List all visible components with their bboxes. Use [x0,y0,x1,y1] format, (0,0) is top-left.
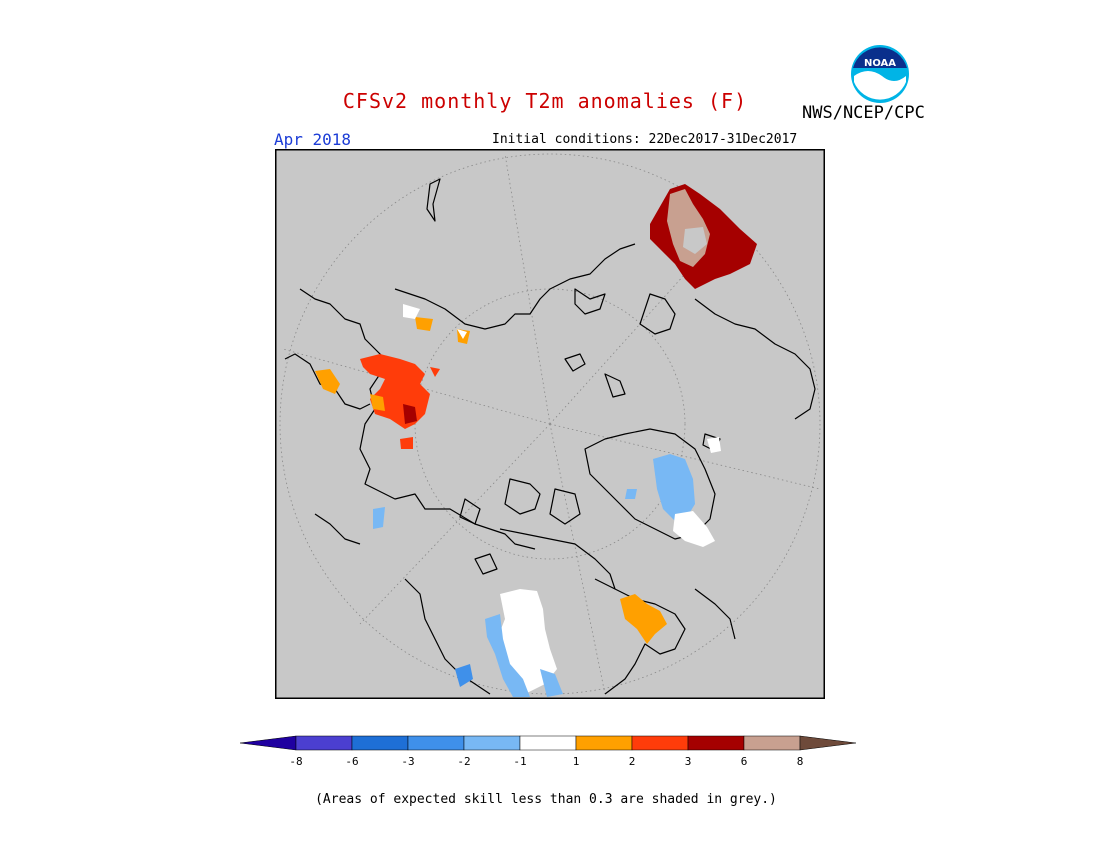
neutral-anomaly-greenland [673,511,715,547]
organization-label: NWS/NCEP/CPC [802,103,925,123]
cool-anomaly-1-b [540,669,563,697]
chart-title: CFSv2 monthly T2m anomalies (F) [342,89,748,113]
cool-anomaly-2 [455,664,473,687]
legend-tick-label: -3 [401,755,414,768]
warm-anomaly-2-b [370,394,385,411]
valid-month-label: Apr 2018 [274,130,352,149]
warm-anomaly-2-c [415,317,433,331]
warm-anomaly-2-canada [620,594,667,644]
legend-swatch [519,735,577,751]
legend-tick-label: -8 [289,755,302,768]
cool-anomaly-1 [653,454,695,521]
neutral-anomaly-iceland [707,437,721,453]
noaa-logo: NOAA [850,44,910,104]
skill-footnote: (Areas of expected skill less than 0.3 a… [315,792,777,807]
legend-tick-label: 1 [573,755,580,768]
svg-text:NOAA: NOAA [864,58,896,69]
color-legend: -8 -6 -3 -2 -1 1 2 3 6 8 [240,735,857,768]
initial-conditions-label: Initial conditions: 22Dec2017-31Dec2017 [492,132,798,147]
cool-anomaly-1-c [373,507,385,529]
anomaly-regions [315,184,757,697]
warm-anomaly-3-east [430,367,440,377]
legend-tick-label: 8 [797,755,804,768]
map-frame [275,149,825,699]
legend-tick-label: 6 [741,755,748,768]
neutral-anomaly [683,227,707,254]
legend-swatch [351,735,409,751]
warm-anomaly-2 [315,369,340,394]
legend-swatch [240,735,297,751]
polar-map [275,149,825,699]
cool-anomaly-1-d [625,489,637,499]
cool-anomaly-1-alaska [485,614,530,697]
neutral-anomaly-c [457,329,467,339]
legend-tick-label: 3 [685,755,692,768]
legend-swatch [799,735,857,751]
legend-swatch [631,735,689,751]
legend-swatch [407,735,465,751]
legend-tick-label: 2 [629,755,636,768]
legend-tick-label: -1 [513,755,526,768]
legend-swatch [687,735,745,751]
warm-anomaly-3-small [400,437,413,449]
warm-anomaly-6-europe [403,404,417,424]
legend-swatch [575,735,633,751]
legend-tick-label: -6 [345,755,358,768]
legend-swatch [743,735,801,751]
legend-swatch [295,735,353,751]
legend-tick-label: -2 [457,755,470,768]
neutral-anomaly-b [403,304,420,319]
legend-swatch [463,735,521,751]
